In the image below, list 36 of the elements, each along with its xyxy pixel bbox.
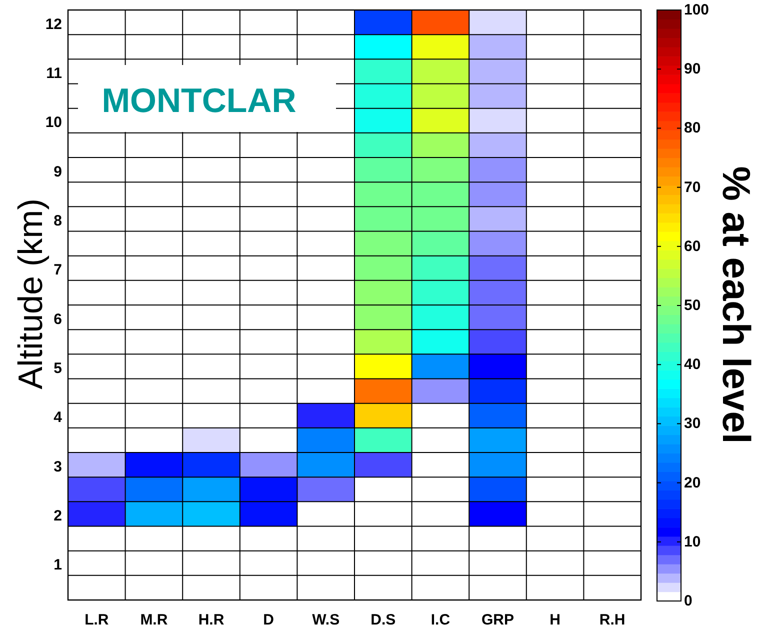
y-tick-label: 7 <box>54 262 62 279</box>
x-tick-label: L.R <box>84 612 109 628</box>
x-tick-label: I.C <box>430 612 450 628</box>
x-tick-label: H.R <box>198 612 224 628</box>
y-tick-label: 9 <box>54 163 62 180</box>
y-tick-label: 1 <box>54 556 62 574</box>
color-bar-label: 100 <box>684 2 710 18</box>
color-bar-label: 70 <box>684 178 701 196</box>
y-tick-label: 12 <box>45 16 62 33</box>
y-tick-label: 8 <box>54 212 62 230</box>
y-tick-label: 5 <box>54 360 62 377</box>
x-tick-label: D <box>263 612 274 628</box>
y-tick-label: 2 <box>54 507 62 524</box>
color-bar-label: 40 <box>684 356 701 374</box>
x-tick-label: M.R <box>140 612 168 628</box>
y-tick-label: 11 <box>46 64 62 82</box>
color-bar-label: 0 <box>684 592 692 610</box>
y-tick-label: 4 <box>54 409 63 426</box>
x-tick-label: H <box>550 612 560 628</box>
color-bar-label: 50 <box>684 297 701 314</box>
x-tick-label: D.S <box>370 612 396 628</box>
y-tick-label: 10 <box>45 114 62 132</box>
y-tick-label: 3 <box>54 458 62 476</box>
color-bar-label: 10 <box>684 533 701 550</box>
color-bar-label: 90 <box>684 60 701 78</box>
x-tick-label: GRP <box>481 612 514 628</box>
color-bar-label: 60 <box>684 238 701 255</box>
x-tick-label: R.H <box>599 612 626 628</box>
color-bar-label: 80 <box>684 120 701 137</box>
x-tick-label: W.S <box>312 612 340 628</box>
y-axis-title: Altitude (km) <box>12 198 50 390</box>
y-tick-label: 6 <box>54 310 62 328</box>
text: MONTCLAR <box>102 82 296 120</box>
color-bar-label: 20 <box>684 474 701 492</box>
color-bar-title: % at each level <box>714 166 757 444</box>
color-bar-label: 30 <box>684 415 701 432</box>
